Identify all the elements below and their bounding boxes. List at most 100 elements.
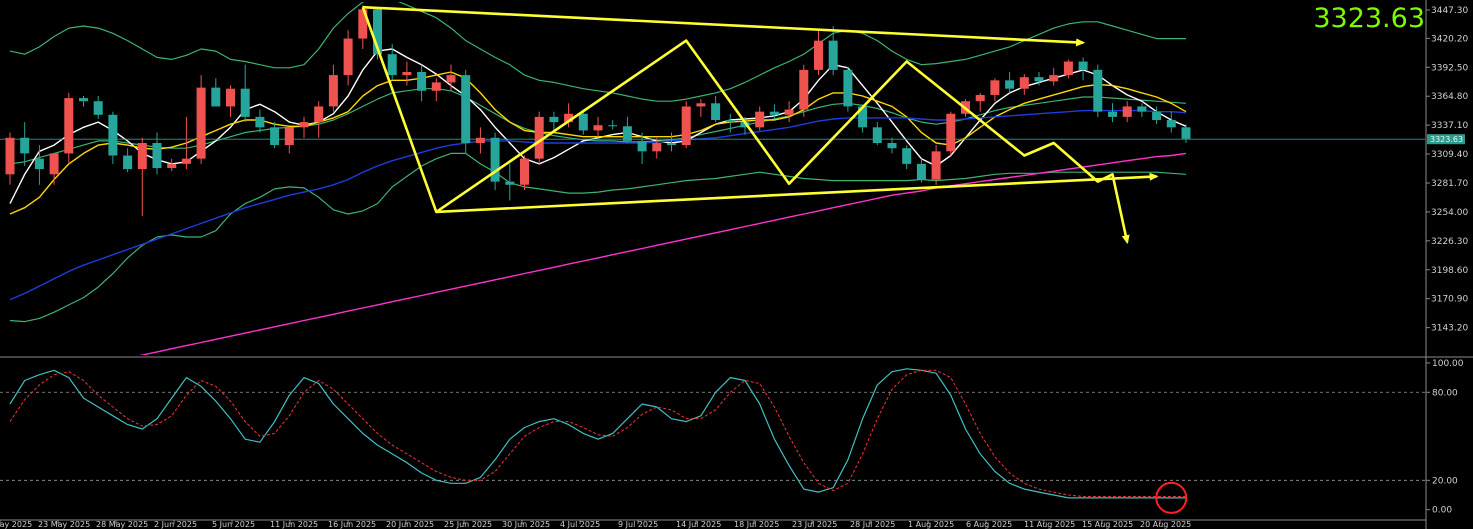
candle-body	[446, 75, 456, 83]
candle-body	[417, 71, 427, 91]
x-tick-label: 25 Jun 2025	[444, 520, 492, 529]
candle-body	[814, 40, 823, 70]
stochastic-plot-area	[0, 368, 1425, 499]
y-tick-label: 3254.00	[1431, 208, 1468, 218]
candle-body	[1019, 77, 1029, 89]
candle	[490, 132, 500, 190]
candle-body	[299, 122, 309, 128]
y-tick-label: 3143.20	[1431, 324, 1468, 334]
candle-body	[1152, 111, 1162, 121]
candle-body	[1108, 111, 1117, 117]
candle	[49, 153, 59, 185]
x-tick-label: 11 Aug 2025	[1024, 520, 1075, 529]
candle-body	[887, 142, 897, 149]
candle	[652, 137, 662, 159]
candle	[211, 78, 221, 107]
stochastic-signal-line	[9, 369, 1186, 498]
candle-body	[843, 69, 853, 107]
candle-body	[328, 75, 338, 107]
candle-body	[534, 116, 544, 159]
annotation-circle	[1155, 481, 1188, 514]
candle	[1166, 111, 1176, 133]
x-tick-label: 16 Jun 2025	[328, 520, 376, 529]
candle-body	[226, 88, 235, 107]
candle	[887, 137, 897, 154]
candle-body	[872, 127, 882, 143]
candle-body	[108, 114, 118, 156]
x-tick-label: 4 Jul 2025	[560, 520, 600, 529]
candle	[79, 95, 88, 107]
candle	[328, 64, 338, 112]
candle-body	[343, 38, 353, 76]
candle	[769, 104, 779, 119]
candle-body	[740, 122, 750, 128]
candle	[549, 111, 559, 133]
candle-body	[181, 158, 191, 164]
x-tick-label: 30 Jun 2025	[502, 520, 550, 529]
candle	[255, 109, 265, 133]
candle	[814, 30, 823, 76]
x-tick-label: 18 Jul 2025	[734, 520, 779, 529]
candle	[902, 145, 912, 170]
candle-body	[725, 120, 735, 123]
candle	[137, 137, 147, 217]
candle-body	[196, 87, 206, 159]
x-tick-label: 1 Aug 2025	[908, 520, 954, 529]
candle-body	[1034, 77, 1044, 82]
candle	[608, 120, 618, 130]
candle	[402, 61, 412, 86]
y-tick-label: 3281.70	[1431, 179, 1468, 189]
candle	[417, 64, 427, 102]
candle	[622, 116, 632, 143]
y-tick-label: 3198.60	[1431, 266, 1468, 276]
candle	[1063, 59, 1073, 79]
bollinger-upper-line	[9, 2, 1186, 102]
candle-body	[93, 101, 103, 115]
candle	[475, 127, 485, 154]
candle	[975, 92, 985, 112]
candle-body	[520, 158, 529, 185]
candle-body	[387, 54, 397, 76]
candle-body	[608, 125, 618, 127]
candle-body	[902, 148, 912, 164]
candle-body	[255, 116, 265, 128]
candle-body	[240, 88, 250, 117]
candle	[564, 103, 574, 128]
bollinger-lower-line	[9, 152, 1187, 323]
x-tick-label: 15 Aug 2025	[1082, 520, 1133, 529]
candle-body	[696, 103, 706, 107]
candle-body	[769, 111, 779, 115]
candle	[108, 111, 118, 164]
candle-body	[990, 80, 1000, 95]
candle	[1181, 124, 1191, 143]
candle-body	[79, 98, 88, 102]
candle	[784, 101, 794, 123]
candle-body	[475, 137, 485, 143]
candle	[226, 85, 235, 117]
y-tick-label: 3226.30	[1431, 237, 1468, 247]
candle-body	[564, 113, 574, 123]
candle-body	[667, 142, 676, 146]
candle	[681, 101, 691, 149]
candle-body	[402, 71, 412, 76]
main-price-panel	[0, 2, 1425, 355]
candle	[1049, 67, 1059, 86]
candle	[725, 113, 735, 133]
y-tick-label: 3337.10	[1431, 121, 1468, 131]
stochastic-panel	[0, 368, 1425, 514]
candle	[505, 163, 515, 201]
y-tick-label: 3420.20	[1431, 34, 1468, 44]
stoch-y-tick-label: 100.00	[1432, 359, 1464, 369]
candle	[1093, 64, 1103, 117]
x-tick-label: 11 Jun 2025	[270, 520, 318, 529]
x-tick-label: 23 May 2025	[38, 520, 90, 529]
candle	[167, 158, 177, 172]
candle	[711, 95, 721, 123]
current-price-badge-bg	[1427, 134, 1465, 145]
candle	[946, 111, 956, 156]
lower-trend-line	[436, 172, 1159, 214]
stoch-y-tick-label: 80.00	[1432, 388, 1458, 398]
candle-body	[1049, 75, 1059, 82]
